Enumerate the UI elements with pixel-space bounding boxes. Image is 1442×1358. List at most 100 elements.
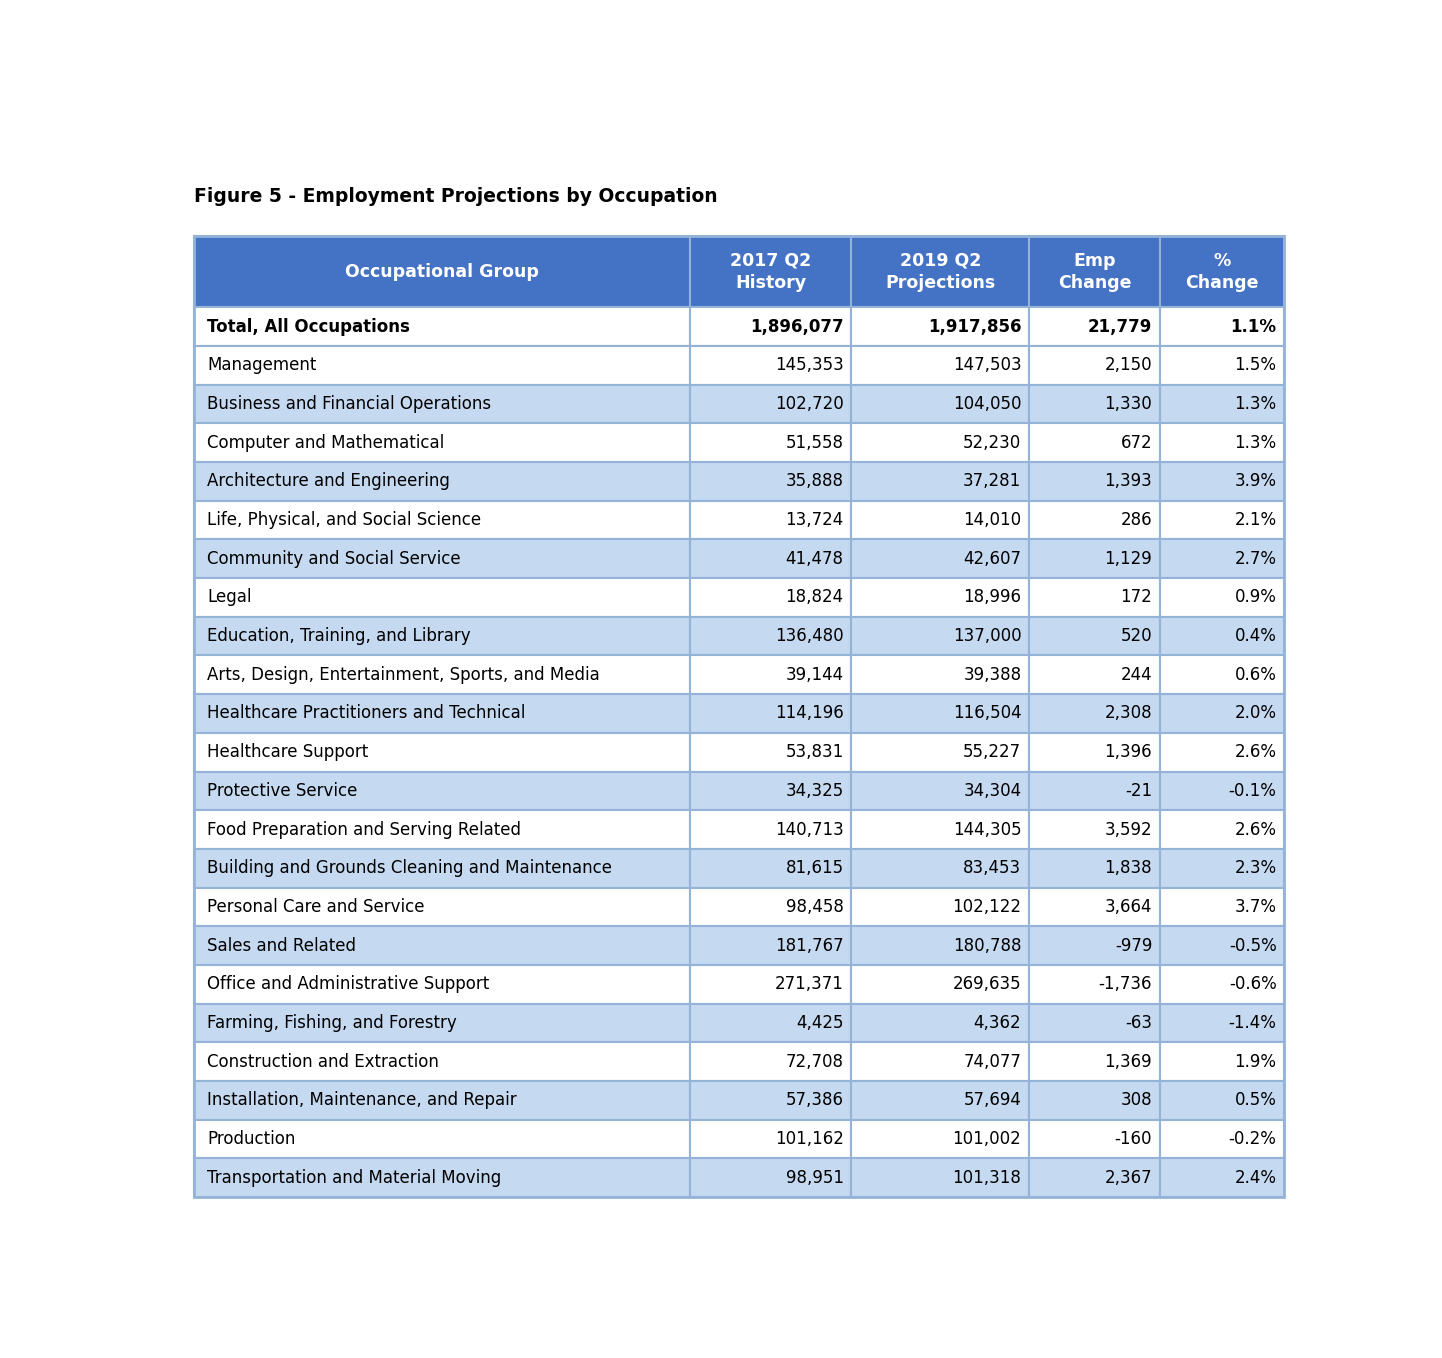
Text: 1,369: 1,369 <box>1105 1052 1152 1070</box>
Bar <box>1159 1120 1285 1158</box>
Text: 18,824: 18,824 <box>786 588 844 607</box>
Text: 1.1%: 1.1% <box>1230 318 1276 335</box>
Text: Figure 5 - Employment Projections by Occupation: Figure 5 - Employment Projections by Occ… <box>193 187 717 206</box>
Text: 1,838: 1,838 <box>1105 860 1152 877</box>
Bar <box>689 462 851 501</box>
Bar <box>193 579 689 617</box>
Text: 137,000: 137,000 <box>953 627 1021 645</box>
Bar <box>1030 888 1159 926</box>
Bar <box>193 424 689 462</box>
Bar <box>851 694 1030 733</box>
Text: -1,736: -1,736 <box>1099 975 1152 993</box>
Text: -0.5%: -0.5% <box>1229 937 1276 955</box>
Text: 55,227: 55,227 <box>963 743 1021 762</box>
Bar <box>1159 501 1285 539</box>
Bar <box>1030 1158 1159 1198</box>
Text: 21,779: 21,779 <box>1087 318 1152 335</box>
Bar <box>689 966 851 1004</box>
Bar <box>851 1081 1030 1120</box>
Bar <box>851 1043 1030 1081</box>
Text: 286: 286 <box>1120 511 1152 530</box>
Bar <box>1159 539 1285 579</box>
Text: 2019 Q2
Projections: 2019 Q2 Projections <box>885 251 995 292</box>
Bar <box>851 236 1030 307</box>
Text: -979: -979 <box>1115 937 1152 955</box>
Text: Healthcare Support: Healthcare Support <box>208 743 368 762</box>
Bar <box>689 1043 851 1081</box>
Bar <box>193 888 689 926</box>
Bar <box>851 926 1030 966</box>
Bar <box>851 1120 1030 1158</box>
Bar <box>851 384 1030 424</box>
Text: 57,694: 57,694 <box>963 1092 1021 1109</box>
Bar <box>193 694 689 733</box>
Text: 57,386: 57,386 <box>786 1092 844 1109</box>
Bar <box>1030 694 1159 733</box>
Text: 14,010: 14,010 <box>963 511 1021 530</box>
Bar <box>1030 1004 1159 1043</box>
Bar <box>1030 236 1159 307</box>
Bar <box>1030 539 1159 579</box>
Bar <box>689 656 851 694</box>
Bar <box>689 926 851 966</box>
Bar <box>193 307 689 346</box>
Bar <box>1030 462 1159 501</box>
Bar <box>689 579 851 617</box>
Text: -160: -160 <box>1115 1130 1152 1148</box>
Bar <box>689 346 851 384</box>
Text: Healthcare Practitioners and Technical: Healthcare Practitioners and Technical <box>208 705 525 722</box>
Bar <box>851 966 1030 1004</box>
Text: 35,888: 35,888 <box>786 473 844 490</box>
Text: 1,330: 1,330 <box>1105 395 1152 413</box>
Text: -21: -21 <box>1125 782 1152 800</box>
Text: 2.1%: 2.1% <box>1234 511 1276 530</box>
Bar <box>193 236 689 307</box>
Bar <box>1159 1081 1285 1120</box>
Text: 2017 Q2
History: 2017 Q2 History <box>730 251 812 292</box>
Text: 98,951: 98,951 <box>786 1169 844 1187</box>
Text: 1,917,856: 1,917,856 <box>927 318 1021 335</box>
Bar <box>193 501 689 539</box>
Bar <box>193 771 689 811</box>
Bar <box>1159 771 1285 811</box>
Bar <box>1159 656 1285 694</box>
Bar <box>1030 579 1159 617</box>
Text: %
Change: % Change <box>1185 251 1259 292</box>
Text: 3.7%: 3.7% <box>1234 898 1276 915</box>
Text: 2,367: 2,367 <box>1105 1169 1152 1187</box>
Bar <box>193 617 689 656</box>
Bar <box>1159 849 1285 888</box>
Text: Food Preparation and Serving Related: Food Preparation and Serving Related <box>208 820 521 839</box>
Bar <box>689 1158 851 1198</box>
Text: 101,318: 101,318 <box>953 1169 1021 1187</box>
Text: 72,708: 72,708 <box>786 1052 844 1070</box>
Text: -0.1%: -0.1% <box>1229 782 1276 800</box>
Text: Management: Management <box>208 356 316 375</box>
Text: 34,325: 34,325 <box>786 782 844 800</box>
Text: Business and Financial Operations: Business and Financial Operations <box>208 395 492 413</box>
Bar <box>689 1004 851 1043</box>
Text: Construction and Extraction: Construction and Extraction <box>208 1052 438 1070</box>
Bar <box>193 849 689 888</box>
Bar <box>193 926 689 966</box>
Bar <box>851 771 1030 811</box>
Bar <box>1159 733 1285 771</box>
Text: 51,558: 51,558 <box>786 433 844 452</box>
Bar <box>851 733 1030 771</box>
Bar <box>851 656 1030 694</box>
Text: 101,002: 101,002 <box>953 1130 1021 1148</box>
Bar <box>1030 617 1159 656</box>
Bar <box>689 236 851 307</box>
Text: Emp
Change: Emp Change <box>1058 251 1132 292</box>
Text: Protective Service: Protective Service <box>208 782 358 800</box>
Text: 81,615: 81,615 <box>786 860 844 877</box>
Bar <box>1159 617 1285 656</box>
Bar <box>1030 966 1159 1004</box>
Text: 53,831: 53,831 <box>786 743 844 762</box>
Bar <box>1030 424 1159 462</box>
Bar <box>851 307 1030 346</box>
Bar <box>689 694 851 733</box>
Text: Education, Training, and Library: Education, Training, and Library <box>208 627 470 645</box>
Text: Building and Grounds Cleaning and Maintenance: Building and Grounds Cleaning and Mainte… <box>208 860 611 877</box>
Text: 172: 172 <box>1120 588 1152 607</box>
